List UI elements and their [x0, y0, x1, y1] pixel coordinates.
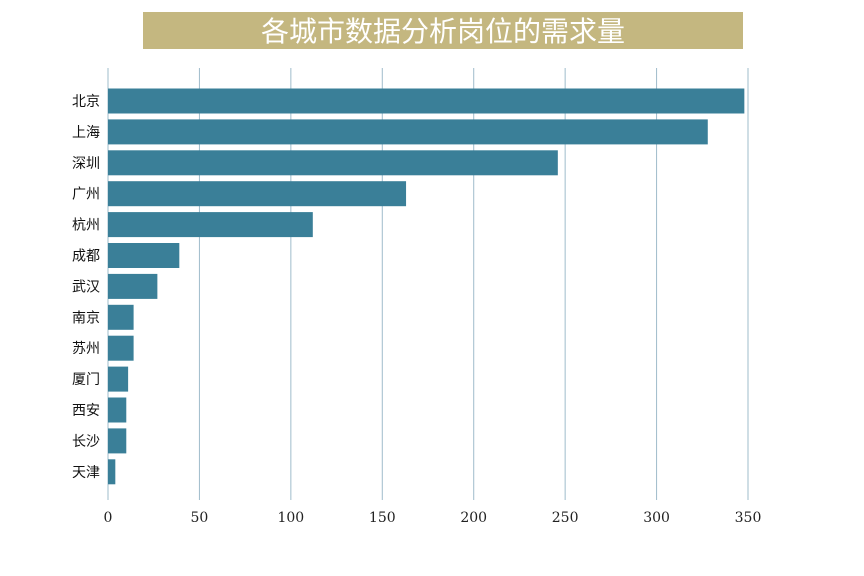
bars: [108, 88, 745, 485]
x-tick-label: 50: [191, 510, 209, 526]
x-tick-label: 200: [460, 510, 487, 526]
bar: [108, 119, 708, 145]
category-label: 西安: [72, 403, 100, 419]
category-label: 南京: [72, 310, 100, 326]
category-label: 武汉: [72, 279, 100, 295]
x-tick-label: 250: [552, 510, 579, 526]
category-label: 苏州: [72, 341, 100, 357]
category-label: 厦门: [72, 372, 100, 388]
x-tick-label: 0: [104, 510, 113, 526]
category-label: 深圳: [72, 156, 100, 172]
chart-title: 各城市数据分析岗位的需求量: [261, 15, 625, 48]
category-label: 上海: [72, 125, 100, 141]
bar: [108, 335, 134, 361]
x-tick-labels: 0 50 100 150 200 250 300 350: [104, 510, 762, 526]
title-banner: [143, 12, 743, 49]
category-label: 天津: [72, 465, 100, 481]
x-tick-label: 150: [369, 510, 396, 526]
bar: [108, 459, 116, 485]
bar: [108, 273, 158, 299]
bar: [108, 397, 127, 423]
bar: [108, 366, 129, 392]
bar: [108, 428, 127, 454]
x-tick-label: 350: [735, 510, 762, 526]
bar: [108, 212, 313, 238]
bar: [108, 150, 558, 176]
category-label: 广州: [72, 187, 100, 203]
x-tick-label: 100: [277, 510, 304, 526]
category-label: 成都: [72, 249, 100, 265]
category-label: 北京: [72, 94, 100, 110]
category-label: 长沙: [72, 434, 100, 450]
bar: [108, 88, 745, 114]
bar: [108, 181, 407, 207]
x-tick-label: 300: [643, 510, 670, 526]
bar: [108, 304, 134, 330]
category-label: 杭州: [72, 218, 100, 234]
bar: [108, 243, 180, 268]
